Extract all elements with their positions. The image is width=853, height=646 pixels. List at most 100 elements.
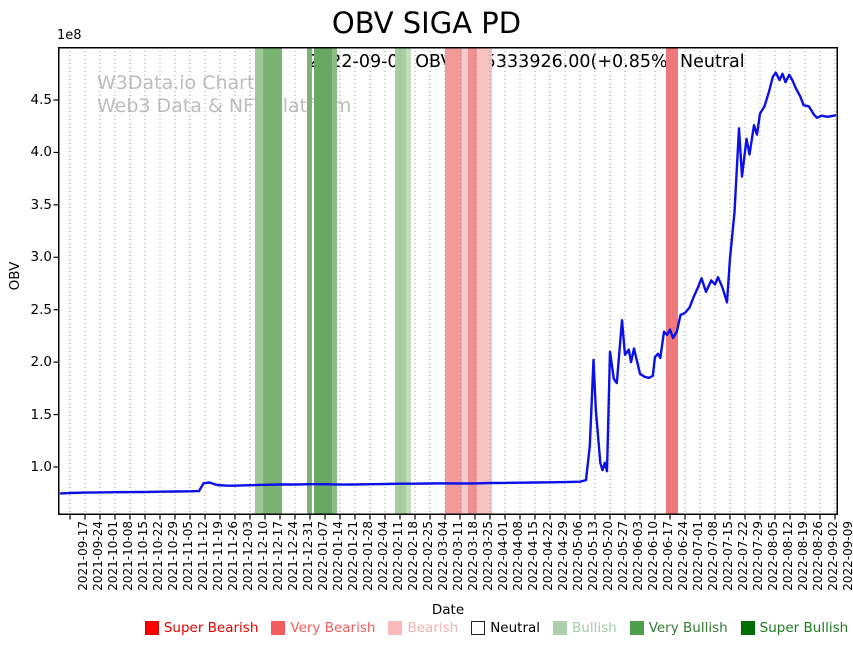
x-tick-label: 2022-03-18 bbox=[465, 521, 480, 591]
legend-swatch-icon bbox=[553, 621, 568, 635]
x-tick-label: 2022-09-09 bbox=[840, 521, 853, 591]
legend-swatch-icon bbox=[388, 621, 403, 635]
y-axis-offset-label: 1e8 bbox=[57, 28, 82, 43]
x-tick-label: 2022-08-05 bbox=[765, 521, 780, 591]
y-tick-label: 2.0 bbox=[30, 354, 52, 371]
x-tick-label: 2022-01-07 bbox=[315, 521, 330, 591]
x-tick-label: 2022-04-29 bbox=[555, 521, 570, 591]
legend-item-super-bearish: Super Bearish bbox=[144, 620, 259, 636]
signal-band-bullish bbox=[406, 47, 411, 515]
x-tick-label: 2022-09-02 bbox=[825, 521, 840, 591]
signal-legend: Super Bearish Very Bearish Bearish Neutral B… bbox=[140, 620, 853, 636]
signal-band-very-bullish bbox=[307, 47, 312, 515]
legend-label: Super Bearish bbox=[163, 620, 259, 636]
x-tick-label: 2021-11-12 bbox=[195, 521, 210, 591]
x-tick-label: 2022-06-24 bbox=[675, 521, 690, 591]
plot-canvas bbox=[53, 47, 838, 520]
watermark-line1: W3Data.io Chart bbox=[97, 72, 255, 94]
plot-border bbox=[58, 47, 838, 515]
x-tick-label: 2022-05-27 bbox=[615, 521, 630, 591]
x-tick-label: 2022-08-12 bbox=[780, 521, 795, 591]
x-tick-label: 2022-07-29 bbox=[750, 521, 765, 591]
watermark-line2: Web3 Data & NFT Platform bbox=[97, 95, 352, 117]
x-axis-title: Date bbox=[431, 602, 465, 618]
signal-band-bearish bbox=[461, 47, 468, 515]
y-tick-label: 1.5 bbox=[30, 406, 52, 423]
legend-label: Very Bullish bbox=[648, 620, 728, 636]
x-tick-label: 2022-06-17 bbox=[660, 521, 675, 591]
x-tick-label: 2022-02-25 bbox=[420, 521, 435, 591]
signal-band-very-bullish bbox=[314, 47, 333, 515]
legend-item-bullish: Bullish bbox=[553, 620, 617, 636]
legend-item-neutral: Neutral bbox=[471, 620, 540, 636]
x-tick-label: 2021-12-10 bbox=[255, 521, 270, 591]
x-tick-label: 2022-07-15 bbox=[720, 521, 735, 591]
y-tick-label: 4.0 bbox=[30, 144, 52, 161]
x-tick-label: 2021-10-08 bbox=[120, 521, 135, 591]
x-tick-label: 2022-06-03 bbox=[630, 521, 645, 591]
x-tick-label: 2022-03-25 bbox=[480, 521, 495, 591]
x-tick-label: 2022-04-01 bbox=[495, 521, 510, 591]
signal-band-bullish bbox=[395, 47, 406, 515]
x-tick-label: 2022-04-08 bbox=[510, 521, 525, 591]
legend-swatch-icon bbox=[144, 621, 159, 635]
x-tick-label: 2021-12-31 bbox=[300, 521, 315, 591]
y-tick-label: 2.5 bbox=[30, 301, 52, 318]
x-tick-label: 2022-03-04 bbox=[435, 521, 450, 591]
x-tick-label: 2022-07-22 bbox=[735, 521, 750, 591]
chart-subtitle: 2022-09-09 OBV: 435333926.00(+0.85%) Neu… bbox=[308, 52, 745, 72]
x-tick-label: 2022-08-26 bbox=[810, 521, 825, 591]
x-tick-label: 2021-12-24 bbox=[285, 521, 300, 591]
legend-label: Neutral bbox=[490, 620, 541, 636]
x-tick-label: 2022-01-21 bbox=[345, 521, 360, 591]
x-tick-label: 2022-03-11 bbox=[450, 521, 465, 591]
legend-item-bearish: Bearish bbox=[388, 620, 458, 636]
x-tick-label: 2022-06-10 bbox=[645, 521, 660, 591]
legend-label: Super Bullish bbox=[759, 620, 849, 636]
x-tick-label: 2021-11-19 bbox=[210, 521, 225, 591]
legend-item-very-bearish: Very Bearish bbox=[271, 620, 375, 636]
x-tick-label: 2022-05-13 bbox=[585, 521, 600, 591]
legend-swatch-icon bbox=[629, 621, 644, 635]
x-tick-label: 2021-09-17 bbox=[75, 521, 90, 591]
signal-band-very-bearish bbox=[665, 47, 678, 515]
x-tick-label: 2022-05-20 bbox=[600, 521, 615, 591]
x-tick-label: 2022-08-19 bbox=[795, 521, 810, 591]
signal-band-very-bearish bbox=[445, 47, 462, 515]
x-tick-labels: 2021-09-17 2021-09-24 2021-10-01 2021-10-08… bbox=[58, 521, 853, 601]
x-tick-label: 2022-04-15 bbox=[525, 521, 540, 591]
x-tick-label: 2021-12-03 bbox=[240, 521, 255, 591]
x-tick-label: 2022-01-28 bbox=[360, 521, 375, 591]
x-tick-label: 2022-04-22 bbox=[540, 521, 555, 591]
x-tick-label: 2021-11-05 bbox=[180, 521, 195, 591]
signal-band-very-bearish bbox=[467, 47, 477, 515]
legend-swatch-icon bbox=[471, 621, 486, 635]
x-tick-label: 2021-09-24 bbox=[90, 521, 105, 591]
x-tick-label: 2022-01-14 bbox=[330, 521, 345, 591]
x-tick-label: 2022-05-06 bbox=[570, 521, 585, 591]
x-tick-label: 2021-10-22 bbox=[150, 521, 165, 591]
legend-label: Bullish bbox=[572, 620, 617, 636]
x-tick-label: 2021-10-01 bbox=[105, 521, 120, 591]
y-tick-label: 3.5 bbox=[30, 196, 52, 213]
x-tick-label: 2021-12-17 bbox=[270, 521, 285, 591]
y-tick-label: 1.0 bbox=[30, 459, 52, 475]
obv-line bbox=[59, 71, 837, 495]
x-tick-label: 2022-02-11 bbox=[390, 521, 405, 591]
signal-band-bearish bbox=[476, 47, 492, 515]
signal-band-very-bullish bbox=[254, 47, 264, 515]
x-tick-label: 2021-11-26 bbox=[225, 521, 240, 591]
x-tick-label: 2021-10-29 bbox=[165, 521, 180, 591]
legend-item-very-bullish: Very Bullish bbox=[629, 620, 728, 636]
x-tick-label: 2022-02-18 bbox=[405, 521, 420, 591]
x-tick-label: 2022-07-01 bbox=[690, 521, 705, 591]
signal-band-very-bullish bbox=[332, 47, 337, 515]
x-tick-label: 2022-02-04 bbox=[375, 521, 390, 591]
x-tick-label: 2021-10-15 bbox=[135, 521, 150, 591]
legend-item-super-bullish: Super Bullish bbox=[740, 620, 849, 636]
y-tick-label: 3.0 bbox=[30, 249, 52, 266]
legend-label: Very Bearish bbox=[290, 620, 376, 636]
legend-label: Bearish bbox=[407, 620, 459, 636]
x-tick-label: 2022-07-08 bbox=[705, 521, 720, 591]
